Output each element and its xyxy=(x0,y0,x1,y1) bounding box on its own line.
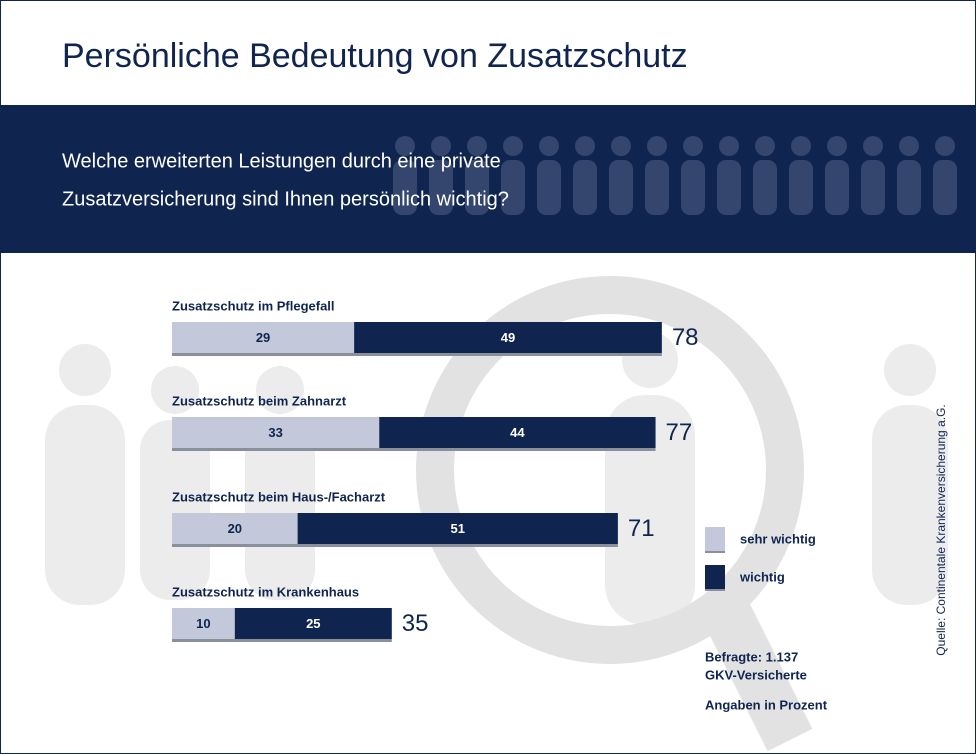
category-label: Zusatzschutz im Krankenhaus xyxy=(172,584,359,599)
figure-head xyxy=(683,136,703,156)
note: Angaben in Prozent xyxy=(705,697,828,712)
legend-swatch xyxy=(705,527,725,551)
segment-label: 49 xyxy=(501,330,515,345)
figure-body xyxy=(681,160,705,215)
legend-swatch xyxy=(705,565,725,589)
legend-swatch-shadow xyxy=(705,551,725,553)
figure-head xyxy=(539,136,559,156)
figure-head xyxy=(791,136,811,156)
segment-label: 44 xyxy=(510,425,525,440)
question-line: Welche erweiterten Leistungen durch eine… xyxy=(62,150,501,172)
figure-body xyxy=(717,160,741,215)
bar-shadow xyxy=(172,544,618,547)
note: Befragte: 1.137 xyxy=(705,649,798,664)
figure-body xyxy=(573,160,597,215)
bar-shadow xyxy=(172,639,392,642)
figure-head xyxy=(899,136,919,156)
title: Persönliche Bedeutung von Zusatzschutz xyxy=(62,37,688,75)
segment-label: 20 xyxy=(228,521,242,536)
figure-head xyxy=(863,136,883,156)
figure-body xyxy=(825,160,849,215)
total-label: 71 xyxy=(628,515,655,542)
figure-head xyxy=(575,136,595,156)
figure-body xyxy=(609,160,633,215)
figure-head xyxy=(647,136,667,156)
figure-body xyxy=(789,160,813,215)
category-label: Zusatzschutz beim Haus-/Facharzt xyxy=(172,489,386,504)
bar-shadow xyxy=(172,448,656,451)
segment-label: 51 xyxy=(451,521,465,536)
total-label: 35 xyxy=(402,610,429,637)
legend-label: wichtig xyxy=(739,569,785,584)
figure-head xyxy=(755,136,775,156)
total-label: 78 xyxy=(672,324,699,351)
figure-head xyxy=(719,136,739,156)
figure-head xyxy=(611,136,631,156)
legend-label: sehr wichtig xyxy=(740,531,816,546)
figure-head xyxy=(935,136,955,156)
figure-body xyxy=(537,160,561,215)
question-line: Zusatzversicherung sind Ihnen persönlich… xyxy=(62,188,509,210)
legend-swatch-shadow xyxy=(705,589,725,591)
figure-head xyxy=(503,136,523,156)
figure-body xyxy=(645,160,669,215)
figure-body xyxy=(897,160,921,215)
segment-label: 33 xyxy=(268,425,282,440)
segment-label: 10 xyxy=(196,616,210,631)
figure-head xyxy=(827,136,847,156)
source: Quelle: Continentale Krankenversicherung… xyxy=(934,404,948,655)
category-label: Zusatzschutz im Pflegefall xyxy=(172,298,335,313)
total-label: 77 xyxy=(666,419,693,446)
figure-body xyxy=(861,160,885,215)
category-label: Zusatzschutz beim Zahnarzt xyxy=(172,393,347,408)
figure-body xyxy=(933,160,957,215)
bar-shadow xyxy=(172,353,662,356)
segment-label: 29 xyxy=(256,330,270,345)
infographic: Persönliche Bedeutung von Zusatzschutz W… xyxy=(0,0,976,754)
segment-label: 25 xyxy=(306,616,320,631)
note: GKV-Versicherte xyxy=(705,667,807,682)
figure-body xyxy=(753,160,777,215)
